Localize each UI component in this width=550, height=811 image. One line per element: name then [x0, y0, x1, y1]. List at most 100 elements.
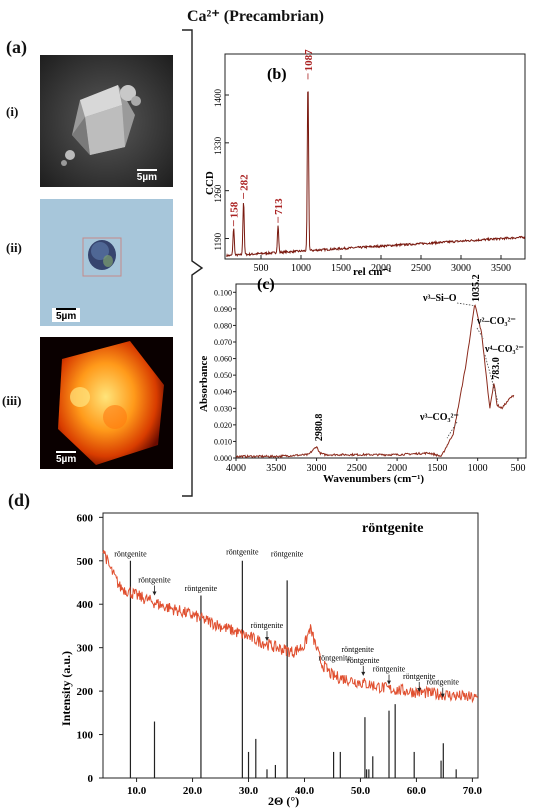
b-xtick-label: 3000 [451, 263, 471, 274]
b-peak-label: 282 [239, 174, 251, 199]
xrd-pattern-chart: röntgenite Intensity (a.u.) 2Θ (°) 10.0 2… [59, 512, 483, 808]
d-rontgenite-marker: röntgenite [318, 654, 351, 663]
raman-map-image: 5µm [40, 337, 173, 469]
c-xtick-label: 500 [510, 463, 525, 474]
d-xtick-label: 50.0 [351, 785, 371, 797]
svg-text:1087: 1087 [303, 49, 315, 72]
c-xtick-label: 3500 [266, 463, 286, 474]
c-ytick-label: 0.080 [214, 321, 232, 330]
b-xtick-label: 1000 [291, 263, 311, 274]
c-xtick-label: 3000 [307, 463, 327, 474]
svg-text:158: 158 [229, 201, 241, 218]
c-ann-v2-co3: ν²–CO₃²⁻ [476, 316, 516, 327]
d-rontgenite-marker: röntgenite [251, 621, 284, 642]
panel-a-sub-i-label: (i) [6, 104, 19, 119]
b-peak-label: 158 [229, 201, 241, 227]
c-ytick-label: 0.020 [214, 421, 232, 430]
d-rontgenite-marker: röntgenite [373, 665, 406, 685]
svg-text:röntgenite: röntgenite [138, 576, 171, 585]
panel-a-label: (a) [6, 37, 27, 57]
d-rontgenite-marker: röntgenite [427, 678, 460, 698]
svg-text:röntgenite: röntgenite [271, 549, 304, 558]
panel-a-sub-ii-label: (ii) [6, 240, 22, 255]
panel-c-xlabel: Wavenumbers (cm⁻¹) [323, 473, 424, 484]
c-ytick-label: 0.050 [214, 371, 232, 380]
c-ann-v4-co3: ν⁴–CO₃²⁻ [484, 344, 524, 355]
c-peak-2980-label: 2980.8 [314, 414, 325, 442]
svg-text:röntgenite: röntgenite [318, 654, 351, 663]
d-xtick-label: 20.0 [183, 785, 203, 797]
c-ytick-label: 0.090 [214, 305, 232, 314]
c-ytick-label: 0.070 [214, 338, 232, 347]
b-xtick-label: 3500 [491, 263, 511, 274]
d-ytick-label: 200 [77, 686, 94, 698]
panel-c-ylabel: Absorbance [198, 356, 210, 412]
d-xtick-label: 40.0 [295, 785, 315, 797]
panel-b-label: (b) [267, 66, 287, 83]
c-ann-v3-sio: ν³–Si–O [422, 293, 457, 304]
svg-text:röntgenite: röntgenite [114, 549, 147, 558]
chart-d-frame [102, 512, 479, 779]
scale-bar-i: 5µm [133, 169, 161, 183]
b-xtick-label: 2000 [371, 263, 391, 274]
c-leader-sio [456, 302, 474, 306]
ftir-spectrum-chart: (c) Absorbance Wavenumbers (cm⁻¹) 4000 35… [198, 274, 527, 484]
b-xtick-label: 2500 [411, 263, 431, 274]
b-ytick-label: 1330 [213, 136, 223, 155]
d-rontgenite-marker: röntgenite [226, 547, 259, 556]
svg-text:röntgenite: röntgenite [341, 645, 374, 654]
b-xtick-label: 500 [254, 263, 269, 274]
b-ytick-label: 1400 [213, 89, 223, 108]
figure-title: Ca²⁺ (Precambrian) [187, 8, 324, 25]
d-rontgenite-marker: röntgenite [138, 576, 171, 596]
svg-text:282: 282 [239, 174, 251, 191]
panel-b-xlabel: rel cm⁻¹ [353, 266, 392, 277]
panel-d-xlabel: 2Θ (°) [268, 794, 299, 808]
c-leader-v2 [476, 327, 484, 339]
c-ytick-label: 0.060 [214, 355, 232, 364]
d-xtick-label: 30.0 [239, 785, 259, 797]
panel-b-ylabel: CCD [204, 171, 216, 195]
c-leader-v4 [484, 354, 499, 402]
panel-a-sub-iii-label: (iii) [2, 393, 22, 408]
panel-bracket [182, 29, 204, 497]
d-rontgenite-marker: röntgenite [347, 656, 380, 676]
d-ytick-label: 600 [77, 512, 94, 524]
scale-bar-iii: 5µm [52, 451, 80, 465]
chart-b-frame [224, 53, 526, 260]
d-xtick-label: 70.0 [463, 785, 483, 797]
svg-text:röntgenite: röntgenite [251, 621, 284, 630]
c-ytick-label: 0.040 [214, 388, 232, 397]
crystal-shape [61, 85, 141, 166]
c-xtick-label: 1500 [427, 463, 447, 474]
d-rontgenite-marker: röntgenite [114, 549, 147, 558]
panel-c-label: (c) [257, 276, 275, 293]
chart-c-frame [235, 283, 527, 459]
c-peak-1035-label: 1035.2 [471, 274, 482, 302]
raman-series-line [226, 91, 526, 258]
d-rontgenite-marker: röntgenite [403, 672, 436, 692]
b-ytick-label: 1260 [213, 184, 223, 203]
d-ytick-label: 300 [77, 643, 94, 655]
c-xtick-label: 2500 [347, 463, 367, 474]
d-ytick-label: 0 [88, 773, 94, 785]
c-ytick-label: 0.000 [214, 454, 232, 463]
c-peak-783-label: 783.0 [491, 357, 502, 380]
panel-d-ylabel: Intensity (a.u.) [59, 651, 73, 726]
sem-image: 5µm [40, 55, 173, 187]
svg-text:röntgenite: röntgenite [185, 584, 218, 593]
d-ytick-label: 400 [77, 599, 94, 611]
panel-d-legend: röntgenite [362, 521, 423, 536]
d-rontgenite-marker: röntgenite [185, 584, 218, 593]
svg-text:röntgenite: röntgenite [427, 678, 460, 687]
b-peak-label: 1087 [303, 49, 315, 80]
svg-text:röntgenite: röntgenite [226, 547, 259, 556]
svg-text:röntgenite: röntgenite [403, 672, 436, 681]
raman-spectrum-chart: (b) CCD rel cm⁻¹ 500 1000 1500 2000 2500 3000… [204, 49, 526, 277]
scale-bar-ii: 5µm [52, 308, 81, 322]
svg-text:röntgenite: röntgenite [373, 665, 406, 674]
d-ytick-label: 100 [77, 730, 94, 742]
c-ytick-label: 0.030 [214, 404, 232, 413]
b-xtick-label: 1500 [331, 263, 351, 274]
d-ytick-label: 500 [77, 556, 94, 568]
